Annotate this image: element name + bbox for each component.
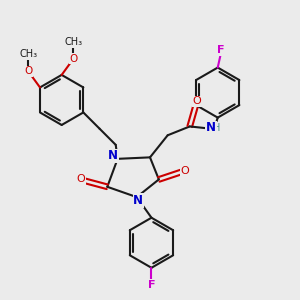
Text: N: N (108, 149, 118, 162)
Text: F: F (217, 46, 224, 56)
Text: N: N (206, 122, 216, 134)
Text: CH₃: CH₃ (19, 50, 37, 59)
Text: O: O (77, 174, 85, 184)
Text: O: O (193, 96, 202, 106)
Text: O: O (24, 66, 32, 76)
Text: F: F (148, 280, 155, 290)
Text: H: H (213, 123, 220, 133)
Text: O: O (181, 166, 189, 176)
Text: O: O (69, 54, 78, 64)
Text: CH₃: CH₃ (64, 37, 82, 47)
Text: N: N (133, 194, 143, 207)
